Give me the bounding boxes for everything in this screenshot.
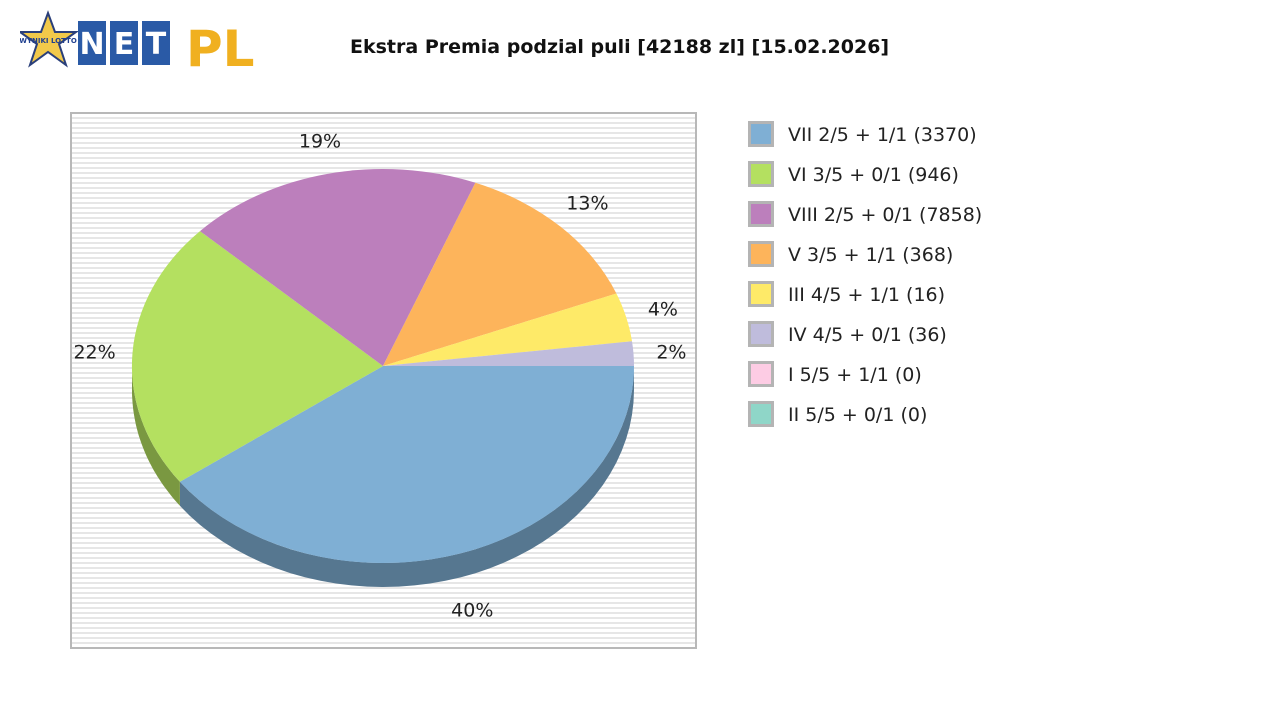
legend-label: V 3/5 + 1/1 (368)	[788, 244, 954, 266]
legend-swatch	[748, 281, 774, 307]
legend-swatch	[748, 201, 774, 227]
pie-slice-iii-4-5-1-1-16	[383, 293, 632, 366]
logo-badge-text: WYNIKI LOTTO	[20, 37, 77, 45]
pie-pct-label: 19%	[299, 131, 341, 153]
legend-swatch	[748, 401, 774, 427]
legend-swatch	[748, 161, 774, 187]
logo-star-icon	[16, 10, 80, 68]
logo-letter-t: T	[146, 27, 167, 62]
pie-slice-side-vi-3-5-0-1-946	[132, 366, 180, 506]
logo-letter-e: E	[114, 27, 135, 62]
legend-label: II 5/5 + 0/1 (0)	[788, 404, 928, 426]
logo-letter-n: N	[79, 27, 104, 62]
pie-slice-side-vii-2-5-1-1-3370	[179, 366, 634, 587]
legend-label: VI 3/5 + 0/1 (946)	[788, 164, 959, 186]
pie-slice-vi-3-5-0-1-946	[131, 231, 383, 482]
legend-label: I 5/5 + 1/1 (0)	[788, 364, 922, 386]
logo-pl-text: PL	[186, 20, 255, 72]
pie-pct-label: 13%	[566, 193, 608, 215]
netpl-logo: WYNIKI LOTTO N E T PL	[16, 10, 265, 78]
legend-label: VIII 2/5 + 0/1 (7858)	[788, 204, 983, 226]
legend-swatch	[748, 361, 774, 387]
legend-label: IV 4/5 + 0/1 (36)	[788, 324, 947, 346]
pie-slice-iv-4-5-0-1-36	[383, 341, 634, 366]
pie-slice-vii-2-5-1-1-3370	[179, 366, 634, 564]
legend-label: III 4/5 + 1/1 (16)	[788, 284, 946, 306]
pie-pct-label: 4%	[648, 299, 678, 321]
legend-label: VII 2/5 + 1/1 (3370)	[788, 124, 977, 146]
legend-swatch	[748, 241, 774, 267]
legend-swatch	[748, 321, 774, 347]
pie-pct-label: 40%	[451, 600, 493, 622]
pie-slice-viii-2-5-0-1-7858	[200, 168, 476, 366]
chart-title: Ekstra Premia podzial puli [42188 zl] [1…	[350, 36, 890, 58]
pie-slice-v-3-5-1-1-368	[383, 182, 617, 366]
legend-swatch	[748, 121, 774, 147]
pie-pct-label: 2%	[656, 342, 686, 364]
pie-pct-label: 22%	[73, 342, 115, 364]
